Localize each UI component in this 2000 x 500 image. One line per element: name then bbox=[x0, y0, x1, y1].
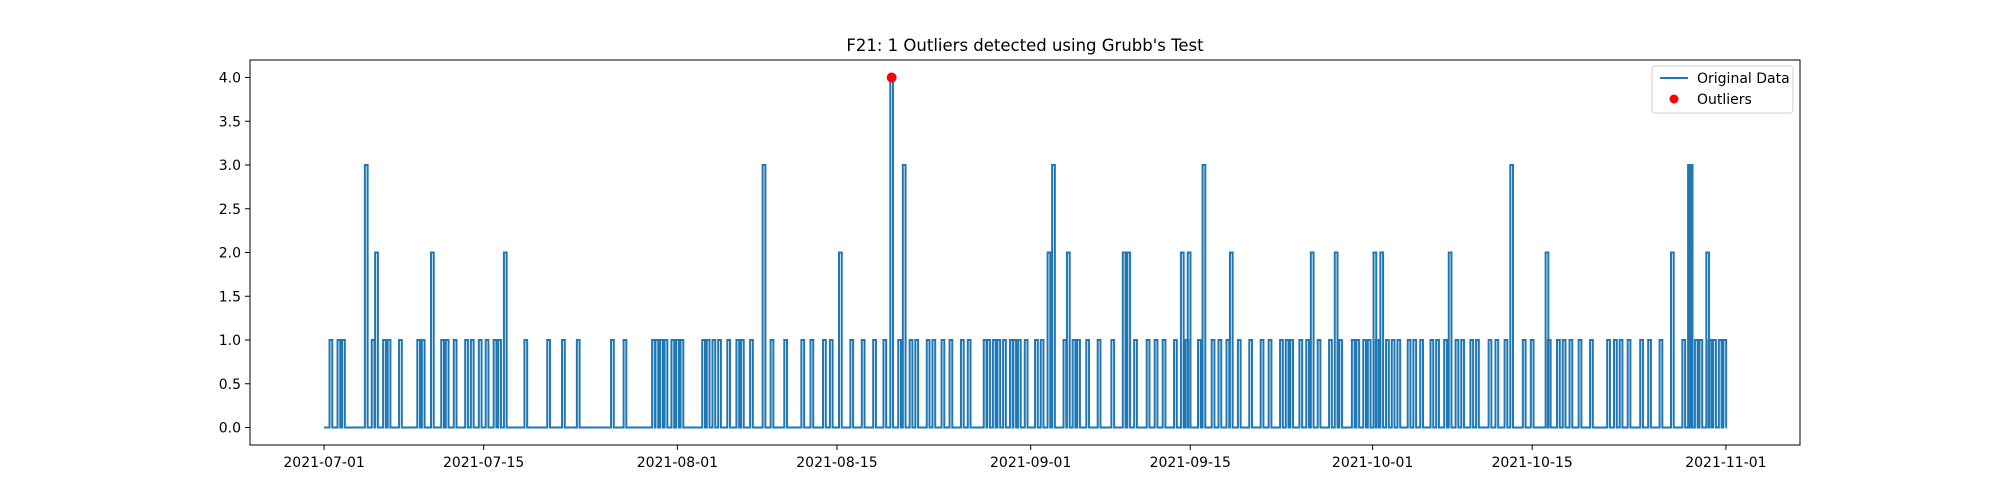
x-axis: 2021-07-01 2021-07-15 2021-08-01 2021-08-15… bbox=[283, 445, 1767, 471]
x-tick-label: 2021-10-01 bbox=[1332, 455, 1413, 471]
y-tick-label: 3.0 bbox=[219, 158, 241, 174]
series-line-original-data bbox=[324, 76, 1728, 429]
y-tick-label: 1.5 bbox=[219, 289, 241, 305]
y-tick-label: 3.5 bbox=[219, 114, 241, 130]
y-tick-label: 4.0 bbox=[219, 71, 241, 87]
x-tick-label: 2021-08-01 bbox=[637, 455, 718, 471]
x-tick-label: 2021-08-15 bbox=[796, 455, 877, 471]
x-tick-label: 2021-10-15 bbox=[1491, 455, 1572, 471]
legend-label-original: Original Data bbox=[1697, 71, 1790, 87]
outlier-point bbox=[886, 72, 897, 83]
chart-title: F21: 1 Outliers detected using Grubb's T… bbox=[846, 36, 1204, 55]
x-tick-label: 2021-09-01 bbox=[990, 455, 1071, 471]
legend-outlier-swatch bbox=[1669, 94, 1679, 104]
outliers-layer bbox=[886, 72, 897, 83]
y-tick-label: 2.0 bbox=[219, 246, 241, 262]
plot-frame bbox=[249, 59, 1801, 446]
x-tick-label: 2021-07-01 bbox=[283, 455, 364, 471]
y-tick-label: 1.0 bbox=[219, 333, 241, 349]
y-tick-label: 0.5 bbox=[219, 377, 241, 393]
legend-label-outliers: Outliers bbox=[1697, 92, 1752, 108]
y-tick-label: 0.0 bbox=[219, 421, 241, 437]
x-tick-label: 2021-09-15 bbox=[1150, 455, 1231, 471]
y-tick-label: 2.5 bbox=[219, 202, 241, 218]
y-axis: 0.0 0.5 1.0 1.5 2.0 2.5 3.0 3.5 4.0 bbox=[219, 71, 250, 437]
x-tick-label: 2021-07-15 bbox=[443, 455, 524, 471]
x-tick-label: 2021-11-01 bbox=[1685, 455, 1766, 471]
legend: Original Data Outliers bbox=[1651, 65, 1794, 114]
plot-area bbox=[324, 76, 1728, 429]
